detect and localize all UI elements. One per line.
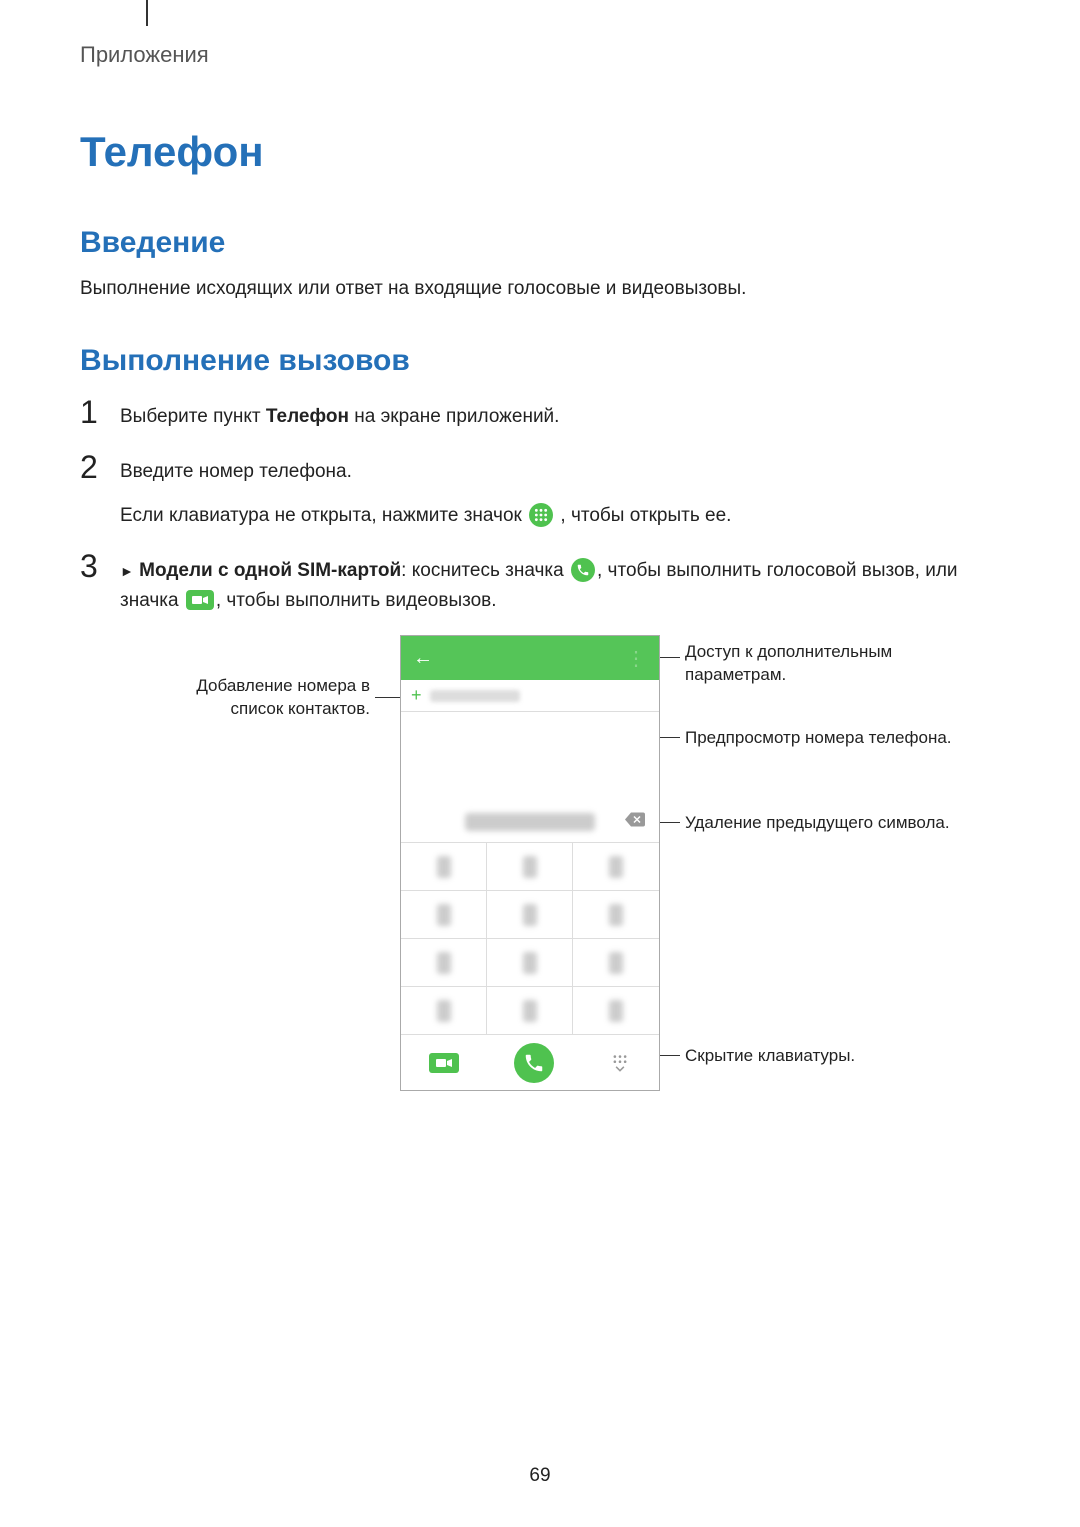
intro-heading: Введение xyxy=(80,226,1000,260)
steps-list: 1 Выберите пункт Телефон на экране прило… xyxy=(80,396,1000,615)
keypad-key[interactable] xyxy=(401,938,487,986)
step1-bold: Телефон xyxy=(266,406,349,427)
video-call-button[interactable] xyxy=(429,1053,459,1073)
step2-line2a: Если клавиатура не открыта, нажмите знач… xyxy=(120,505,527,526)
number-display-row xyxy=(401,802,659,842)
keypad-key[interactable] xyxy=(573,842,659,890)
callout-more-options: Доступ к дополнительным параметрам. xyxy=(685,641,985,687)
phone-diagram: Добавление номера в список контактов. До… xyxy=(140,635,1000,1095)
keypad-key[interactable] xyxy=(401,842,487,890)
blurred-text xyxy=(430,690,520,702)
intro-text: Выполнение исходящих или ответ на входящ… xyxy=(80,278,1000,300)
step3-mid3: , чтобы выполнить видеовызов. xyxy=(216,590,497,611)
step-number: 3 xyxy=(80,550,120,582)
step-body: Выберите пункт Телефон на экране приложе… xyxy=(120,396,559,431)
step1-pre: Выберите пункт xyxy=(120,406,266,427)
callout-add-contact: Добавление номера в список контактов. xyxy=(140,675,370,721)
keypad-key[interactable] xyxy=(401,986,487,1034)
phone-icon xyxy=(571,558,595,582)
number-preview-area xyxy=(401,712,659,802)
step-number: 2 xyxy=(80,451,120,483)
keypad-key[interactable] xyxy=(487,890,573,938)
call-button[interactable] xyxy=(514,1043,554,1083)
plus-icon: + xyxy=(411,685,422,706)
step2-line2: Если клавиатура не открыта, нажмите знач… xyxy=(120,501,731,530)
page: Приложения Телефон Введение Выполнение и… xyxy=(0,0,1080,1527)
page-number: 69 xyxy=(0,1465,1080,1487)
keypad-key[interactable] xyxy=(487,986,573,1034)
page-title: Телефон xyxy=(80,128,1000,176)
bottom-action-row xyxy=(401,1034,659,1090)
backspace-icon[interactable] xyxy=(625,813,645,832)
more-menu-icon[interactable]: ⋮ xyxy=(626,646,647,671)
phone-header: ← ⋮ xyxy=(401,636,659,680)
step2-line1: Введите номер телефона. xyxy=(120,457,731,486)
phone-mock: ← ⋮ + xyxy=(400,635,660,1091)
callout-preview: Предпросмотр номера телефона. xyxy=(685,727,985,750)
keypad-key[interactable] xyxy=(573,890,659,938)
keypad-icon xyxy=(529,503,553,527)
keypad-key[interactable] xyxy=(573,986,659,1034)
keypad xyxy=(401,842,659,1034)
step-3: 3 ► Модели с одной SIM-картой: коснитесь… xyxy=(80,550,1000,615)
video-icon xyxy=(186,590,214,610)
keypad-key[interactable] xyxy=(573,938,659,986)
add-contact-row[interactable]: + xyxy=(401,680,659,712)
hide-keypad-button[interactable] xyxy=(609,1052,631,1074)
step-body: ► Модели с одной SIM-картой: коснитесь з… xyxy=(120,550,1000,615)
step-1: 1 Выберите пункт Телефон на экране прило… xyxy=(80,396,1000,431)
keypad-key[interactable] xyxy=(401,890,487,938)
blurred-number xyxy=(465,813,595,831)
step3-mid1: : коснитесь значка xyxy=(401,560,569,581)
step1-post: на экране приложений. xyxy=(349,406,560,427)
step2-line2b: , чтобы открыть ее. xyxy=(560,505,731,526)
keypad-key[interactable] xyxy=(487,842,573,890)
calls-heading: Выполнение вызовов xyxy=(80,344,1000,378)
step-2: 2 Введите номер телефона. Если клавиатур… xyxy=(80,451,1000,530)
step3-tri: ► xyxy=(120,563,134,579)
step-number: 1 xyxy=(80,396,120,428)
callout-hide-keypad: Скрытие клавиатуры. xyxy=(685,1045,985,1068)
header-section: Приложения xyxy=(80,42,1000,68)
step3-bold: Модели с одной SIM-картой xyxy=(139,560,401,581)
step-body: Введите номер телефона. Если клавиатура … xyxy=(120,451,731,530)
callout-delete: Удаление предыдущего символа. xyxy=(685,812,985,835)
keypad-key[interactable] xyxy=(487,938,573,986)
back-arrow-icon[interactable]: ← xyxy=(413,647,433,670)
